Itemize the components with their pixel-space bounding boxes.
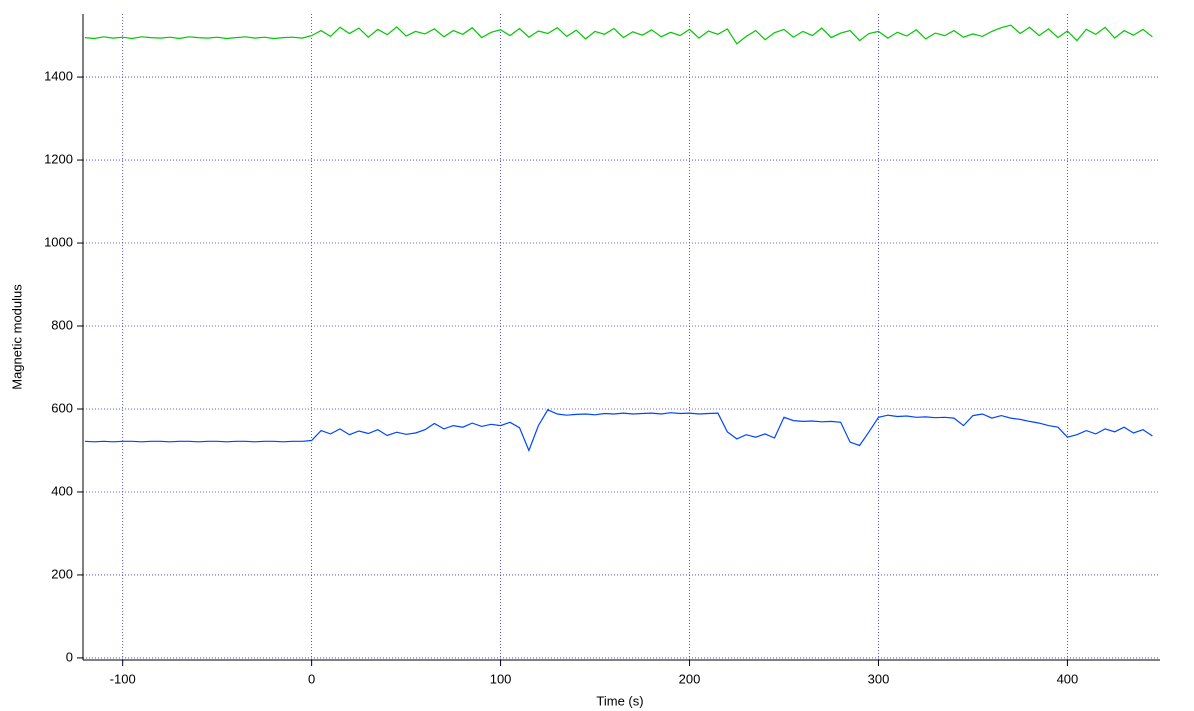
x-tick-label: 200 — [679, 671, 701, 686]
x-tick-label: 100 — [490, 671, 512, 686]
x-axis-label: Time (s) — [596, 693, 643, 708]
y-tick-label: 1400 — [44, 69, 73, 84]
y-tick-label: 0 — [66, 649, 73, 664]
series-line — [84, 409, 1153, 453]
y-axis-label: Magnetic modulus — [9, 284, 24, 390]
y-tick-label: 400 — [51, 483, 73, 498]
x-tick-label: 400 — [1057, 671, 1079, 686]
y-tick-label: 1200 — [44, 151, 73, 166]
y-tick-label: 600 — [51, 400, 73, 415]
x-tick-label: 0 — [308, 671, 315, 686]
y-tick-label: 200 — [51, 566, 73, 581]
series-line — [84, 24, 1153, 45]
y-tick-label: 800 — [51, 317, 73, 332]
x-tick-label: 300 — [868, 671, 890, 686]
y-tick-label: 1000 — [44, 234, 73, 249]
x-tick-label: -100 — [110, 671, 136, 686]
